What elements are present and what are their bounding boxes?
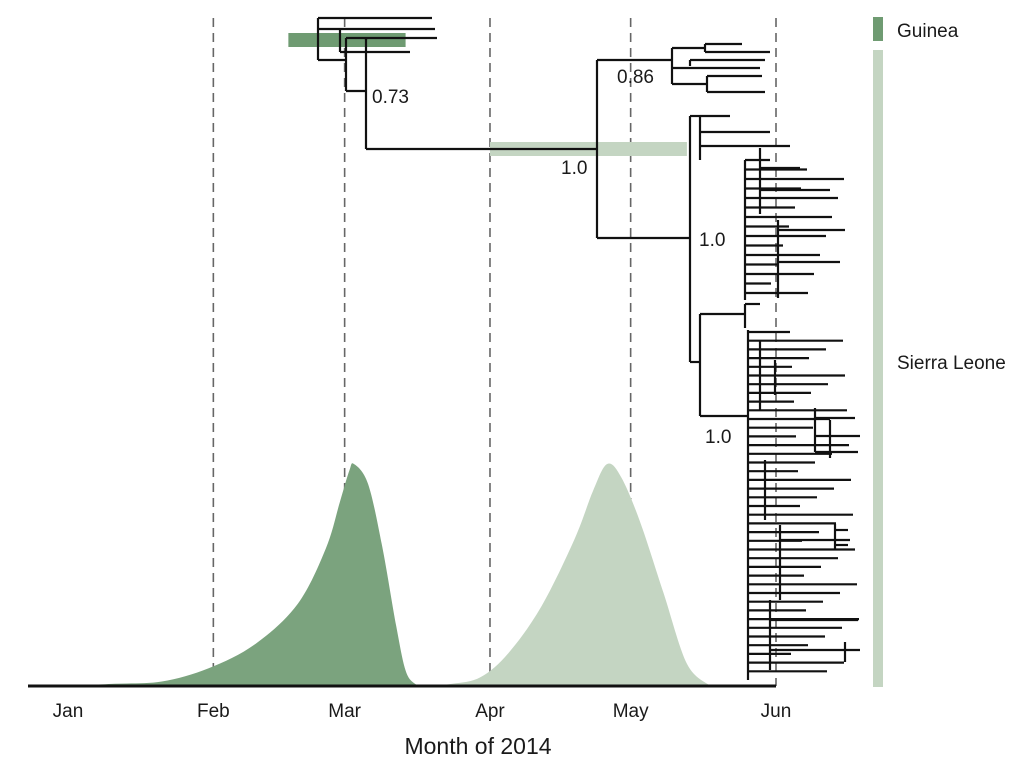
node-support-label: 1.0 (699, 230, 725, 251)
node-support-label: 0.86 (617, 67, 654, 88)
legend-label-guinea: Guinea (897, 21, 959, 42)
node-support-label: 1.0 (705, 427, 731, 448)
x-axis-ticks: Jan Feb Mar Apr May Jun (53, 701, 792, 722)
legend-bar-sierra-leone (873, 50, 883, 687)
x-tick-label: Apr (475, 701, 505, 722)
density-area-guinea (68, 463, 425, 686)
x-tick-label: Mar (328, 701, 361, 722)
legend: Guinea Sierra Leone (873, 17, 1006, 687)
x-axis: Jan Feb Mar Apr May Jun (28, 684, 792, 722)
x-tick-label: May (613, 701, 649, 722)
month-gridlines (212, 18, 777, 686)
density-curves (68, 463, 711, 686)
x-tick-label: Jun (761, 701, 792, 722)
x-tick-label: Jan (53, 701, 84, 722)
legend-bar-guinea (873, 17, 883, 41)
node-support-label: 1.0 (561, 158, 587, 179)
density-area-sierra-leone (424, 463, 711, 686)
x-axis-title: Month of 2014 (404, 733, 551, 759)
legend-label-sierra-leone: Sierra Leone (897, 353, 1006, 374)
x-tick-label: Feb (197, 701, 230, 722)
node-support-label: 0.73 (372, 87, 409, 108)
phylogenetic-tree (316, 16, 860, 680)
